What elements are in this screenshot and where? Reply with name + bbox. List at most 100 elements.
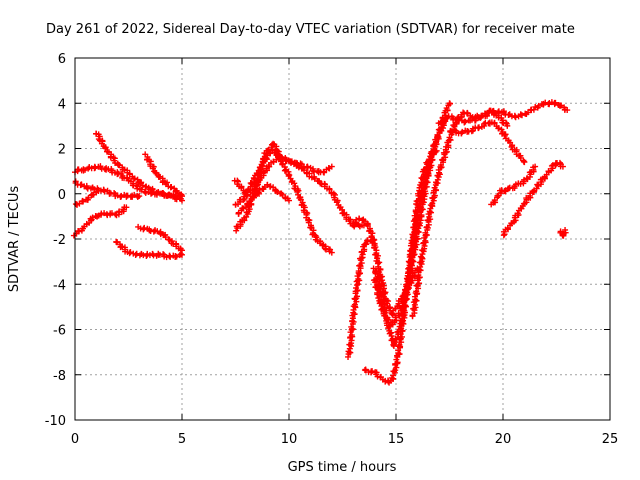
data-point — [503, 119, 510, 126]
data-point — [402, 302, 409, 309]
data-point — [504, 122, 511, 129]
data-point — [355, 275, 362, 282]
data-point — [256, 186, 263, 193]
data-point — [173, 253, 180, 260]
data-series — [135, 223, 185, 254]
data-point — [413, 216, 420, 223]
data-point — [408, 237, 415, 244]
y-tick-labels: -10 -8 -6 -4 -2 0 2 4 6 — [45, 52, 66, 429]
data-point — [512, 114, 519, 121]
data-point — [535, 102, 542, 109]
data-point — [326, 186, 333, 193]
data-point — [402, 303, 409, 310]
data-point — [123, 204, 130, 211]
x-tick-label: 5 — [178, 432, 186, 447]
data-point — [384, 314, 391, 321]
data-series — [557, 226, 569, 239]
data-point — [422, 237, 429, 244]
x-tick-label: 0 — [71, 432, 79, 447]
data-point — [101, 210, 108, 217]
x-tick-label: 20 — [495, 432, 512, 447]
data-point — [369, 368, 376, 375]
y-tick-label: 0 — [58, 188, 66, 203]
data-points — [70, 99, 571, 386]
data-series — [235, 181, 292, 217]
data-point — [530, 188, 537, 195]
data-series — [113, 238, 185, 261]
data-point — [102, 145, 109, 152]
y-tick-label: -8 — [53, 369, 66, 384]
data-point — [442, 154, 449, 161]
data-point — [521, 159, 528, 166]
data-series — [488, 163, 539, 208]
data-point — [294, 189, 301, 196]
data-series — [142, 151, 185, 200]
data-point — [398, 333, 405, 340]
data-series — [70, 204, 130, 239]
y-tick-label: 2 — [58, 143, 66, 158]
data-point — [286, 197, 292, 204]
data-point — [136, 193, 143, 200]
data-point — [376, 259, 383, 266]
data-point — [562, 226, 569, 233]
data-point — [111, 190, 118, 197]
y-tick-label: 6 — [58, 52, 66, 67]
data-point — [149, 165, 156, 172]
data-point — [356, 215, 363, 222]
data-point — [495, 108, 502, 115]
data-point — [385, 325, 392, 332]
data-point — [319, 242, 326, 249]
data-point — [166, 191, 173, 198]
data-point — [532, 163, 539, 170]
data-point — [358, 255, 365, 262]
data-point — [382, 309, 389, 316]
data-series — [72, 188, 100, 208]
data-series — [231, 147, 335, 198]
data-point — [564, 107, 571, 114]
data-series — [345, 237, 378, 360]
data-series — [233, 140, 335, 256]
data-point — [416, 195, 423, 202]
data-point — [108, 210, 115, 217]
data-point — [179, 247, 185, 254]
x-tick-labels: 0 5 10 15 20 25 — [71, 432, 618, 447]
data-point — [175, 190, 182, 197]
data-point — [141, 224, 148, 231]
data-point — [461, 119, 468, 126]
data-series — [447, 119, 528, 166]
data-point — [179, 193, 185, 200]
data-point — [438, 119, 445, 126]
data-point — [89, 214, 96, 221]
data-series — [72, 178, 143, 201]
data-point — [279, 156, 286, 163]
data-point — [101, 188, 108, 195]
data-point — [369, 230, 376, 237]
data-point — [514, 210, 521, 217]
y-tick-label: -10 — [45, 414, 66, 429]
data-point — [131, 191, 138, 198]
data-point — [131, 175, 138, 182]
data-point — [394, 359, 401, 366]
x-axis-label: GPS time / hours — [288, 460, 397, 475]
data-point — [138, 186, 145, 193]
y-tick-label: -6 — [53, 324, 66, 339]
x-tick-label: 10 — [281, 432, 298, 447]
x-tick-label: 15 — [388, 432, 405, 447]
data-point — [287, 160, 294, 167]
chart-title: Day 261 of 2022, Sidereal Day-to-day VTE… — [46, 22, 575, 37]
data-point — [328, 249, 335, 256]
y-tick-label: 4 — [58, 97, 66, 112]
data-point — [446, 100, 453, 107]
data-series — [361, 147, 440, 386]
data-point — [240, 196, 247, 203]
data-point — [295, 164, 302, 171]
data-point — [559, 163, 566, 170]
data-point — [405, 265, 412, 272]
data-point — [433, 147, 440, 154]
y-tick-label: -2 — [53, 233, 66, 248]
data-point — [82, 166, 89, 173]
data-point — [93, 188, 100, 195]
y-tick-label: -4 — [53, 278, 66, 293]
grid-lines — [75, 58, 610, 420]
